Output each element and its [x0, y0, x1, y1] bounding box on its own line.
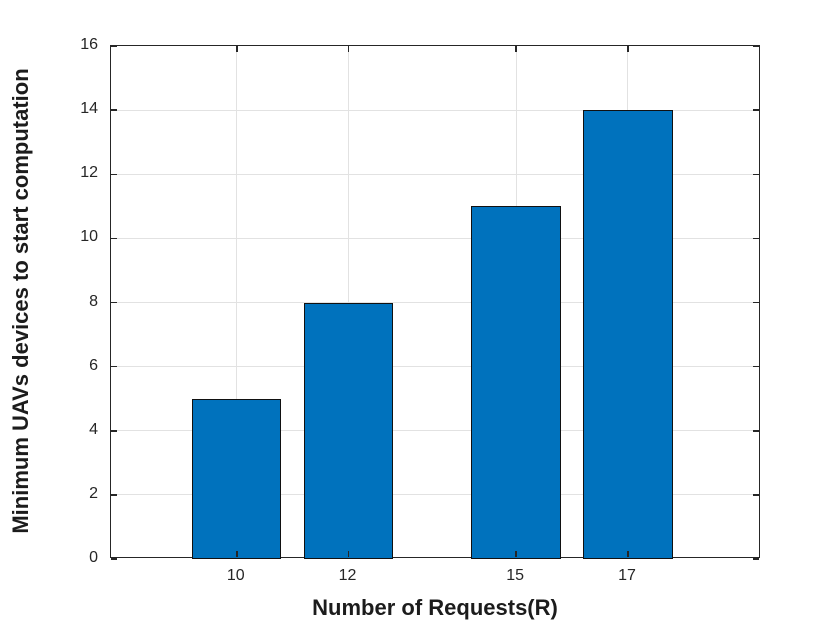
y-tick-label: 2 [89, 484, 98, 502]
bar [583, 110, 673, 559]
y-tick-mark-left [111, 430, 117, 432]
y-tick-label: 14 [80, 100, 98, 118]
y-tick-mark-left [111, 237, 117, 240]
x-axis-label: Number of Requests(R) [312, 595, 558, 620]
gridline-horizontal [111, 302, 759, 303]
y-tick-mark-left [111, 365, 117, 368]
ticks-layer [111, 45, 759, 560]
gridline-horizontal [111, 494, 759, 496]
y-tick-mark-right [753, 301, 759, 304]
gridline-horizontal [111, 237, 759, 239]
x-tick-mark-top [347, 46, 350, 52]
y-tick-mark-right [753, 173, 759, 175]
y-tick-mark-left [111, 558, 117, 560]
gridline-horizontal [111, 109, 759, 111]
y-tick-mark-right [753, 109, 759, 111]
gridline-horizontal [111, 366, 759, 368]
bars-layer [111, 46, 759, 559]
y-tick-label: 10 [80, 228, 98, 246]
y-tick-mark-right [753, 558, 759, 560]
y-tick-mark-left [111, 301, 117, 304]
x-tick-mark-bottom [347, 551, 350, 557]
x-tick-mark-top [627, 46, 629, 52]
gridline-horizontal [111, 430, 759, 432]
y-tick-mark-right [753, 237, 759, 240]
bar [192, 398, 282, 559]
y-tick-mark-left [111, 494, 117, 496]
y-tick-label: 0 [89, 549, 98, 566]
bar [303, 302, 394, 559]
x-tick-label: 15 [506, 567, 525, 584]
y-tick-mark-right [753, 494, 759, 496]
x-tick-mark-bottom [627, 551, 629, 557]
y-tick-mark-right [753, 365, 759, 368]
x-tick-mark-bottom [515, 551, 517, 557]
y-tick-label: 16 [80, 36, 98, 53]
x-tick-mark-top [515, 46, 517, 52]
gridline-vertical [236, 46, 238, 557]
gridline-horizontal [111, 173, 759, 175]
y-tick-label: 6 [89, 356, 98, 374]
y-tick-label: 4 [89, 420, 98, 438]
y-tick-mark-left [111, 45, 117, 47]
y-tick-mark-left [111, 173, 117, 175]
plot-area [110, 45, 760, 560]
bar [471, 206, 561, 559]
y-tick-label: 12 [80, 164, 98, 182]
y-tick-mark-right [753, 45, 759, 47]
y-tick-label: 8 [89, 292, 98, 310]
x-tick-label: 10 [226, 567, 245, 584]
gridline-vertical [348, 46, 350, 557]
x-tick-mark-bottom [236, 551, 238, 557]
x-tick-mark-top [236, 46, 238, 52]
x-tick-label: 12 [338, 567, 357, 584]
x-tick-label: 17 [618, 567, 636, 584]
y-tick-mark-left [111, 109, 117, 111]
y-tick-mark-right [753, 430, 759, 432]
